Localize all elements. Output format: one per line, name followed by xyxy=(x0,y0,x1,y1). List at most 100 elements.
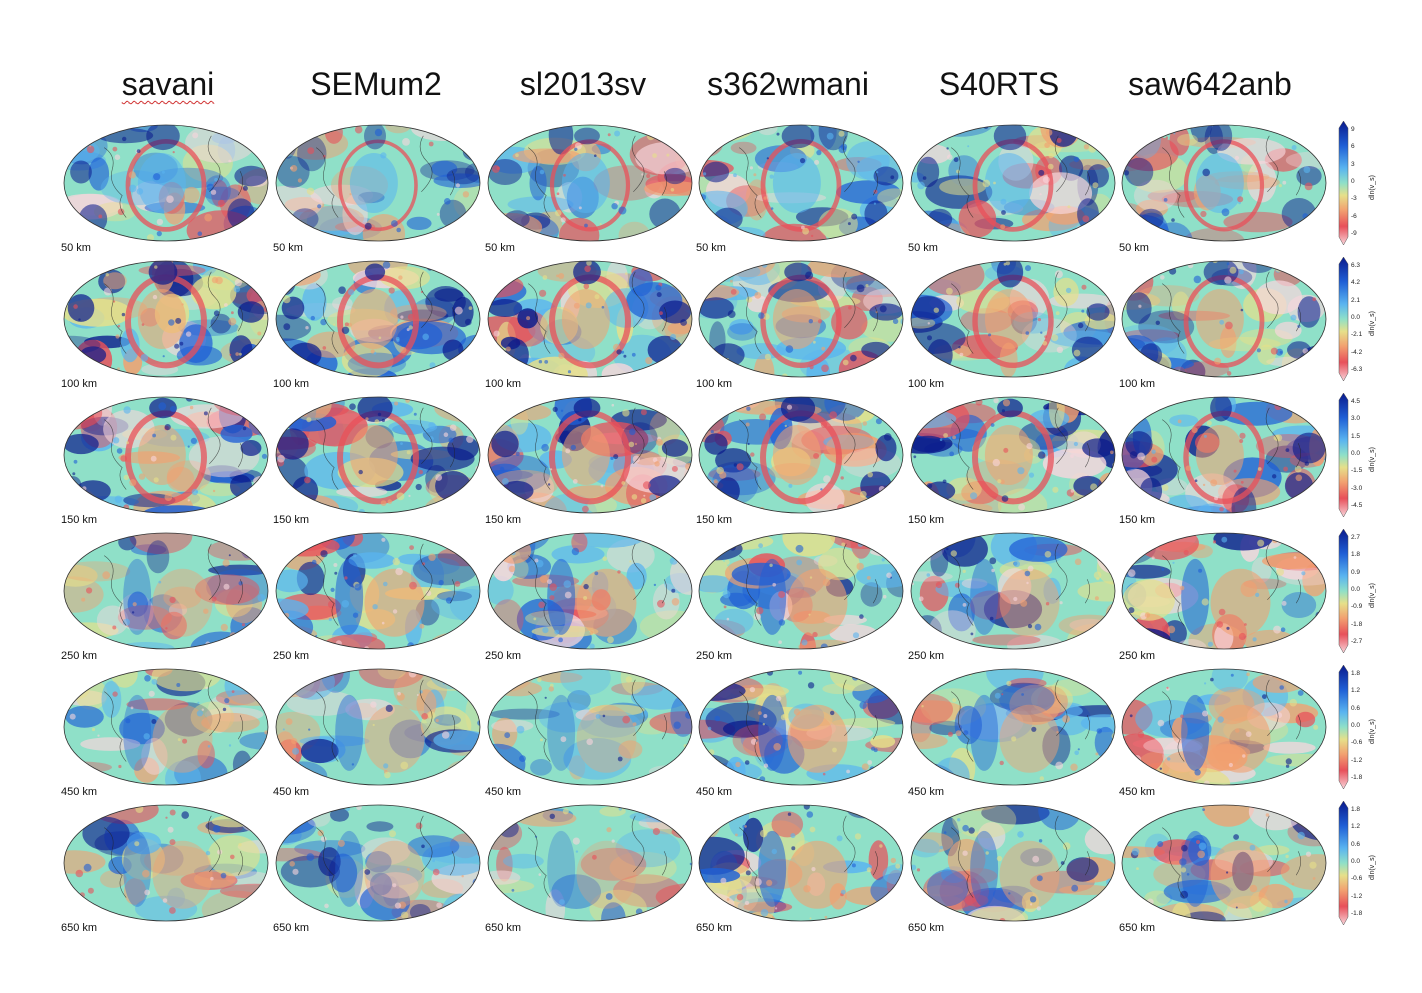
colorbar-tick-label: 0.0 xyxy=(1351,450,1360,457)
colorbar xyxy=(1338,392,1349,518)
depth-label: 450 km xyxy=(273,786,309,798)
depth-label: 50 km xyxy=(696,242,726,254)
map-s362wmani-650km xyxy=(698,804,904,922)
depth-label: 250 km xyxy=(61,650,97,662)
map-s362wmani-150km xyxy=(698,396,904,514)
map-saw642anb-100km xyxy=(1121,260,1327,378)
map-savani-100km xyxy=(63,260,269,378)
colorbar-tick-label: 6 xyxy=(1351,143,1355,150)
colorbar-tick-label: 0.0 xyxy=(1351,586,1360,593)
map-savani-50km xyxy=(63,124,269,242)
colorbar-tick-label: -1.8 xyxy=(1351,621,1362,628)
colorbar-tick-label: 0.6 xyxy=(1351,705,1360,712)
depth-label: 150 km xyxy=(1119,514,1155,526)
colorbar-tick-label: 6.3 xyxy=(1351,262,1360,269)
depth-label: 150 km xyxy=(61,514,97,526)
map-saw642anb-150km xyxy=(1121,396,1327,514)
colorbar-tick-label: -0.6 xyxy=(1351,739,1362,746)
colorbar-tick-label: -1.5 xyxy=(1351,467,1362,474)
colorbar-tick-label: -4.2 xyxy=(1351,349,1362,356)
depth-label: 250 km xyxy=(1119,650,1155,662)
map-semum2-450km xyxy=(275,668,481,786)
map-sl2013sv-100km xyxy=(487,260,693,378)
depth-label: 650 km xyxy=(485,922,521,934)
colorbar-tick-label: 0.0 xyxy=(1351,858,1360,865)
colorbar-title: dln(v_s) xyxy=(1369,855,1376,880)
colorbar-tick-label: 3.0 xyxy=(1351,415,1360,422)
colorbar-title: dln(v_s) xyxy=(1369,719,1376,744)
map-sl2013sv-650km xyxy=(487,804,693,922)
depth-label: 450 km xyxy=(485,786,521,798)
map-semum2-100km xyxy=(275,260,481,378)
depth-label: 650 km xyxy=(61,922,97,934)
colorbar-tick-label: 3 xyxy=(1351,161,1355,168)
colorbar-tick-label: -0.9 xyxy=(1351,603,1362,610)
map-s40rts-650km xyxy=(910,804,1116,922)
depth-label: 250 km xyxy=(485,650,521,662)
colorbar-tick-label: -2.7 xyxy=(1351,638,1362,645)
depth-label: 100 km xyxy=(61,378,97,390)
colorbar-tick-label: 1.5 xyxy=(1351,433,1360,440)
depth-label: 100 km xyxy=(908,378,944,390)
colorbar xyxy=(1338,528,1349,654)
depth-label: 50 km xyxy=(61,242,91,254)
colorbar-tick-label: -6.3 xyxy=(1351,366,1362,373)
colorbar-tick-label: 1.2 xyxy=(1351,823,1360,830)
colorbar-tick-label: -3.0 xyxy=(1351,485,1362,492)
colorbar xyxy=(1338,800,1349,926)
map-semum2-50km xyxy=(275,124,481,242)
map-s362wmani-250km xyxy=(698,532,904,650)
map-sl2013sv-50km xyxy=(487,124,693,242)
colorbar-tick-label: -2.1 xyxy=(1351,331,1362,338)
map-sl2013sv-450km xyxy=(487,668,693,786)
depth-label: 100 km xyxy=(696,378,732,390)
map-s40rts-250km xyxy=(910,532,1116,650)
colorbar-tick-label: -1.2 xyxy=(1351,893,1362,900)
map-saw642anb-250km xyxy=(1121,532,1327,650)
map-s40rts-50km xyxy=(910,124,1116,242)
model-title-sl2013sv: sl2013sv xyxy=(520,66,646,103)
map-savani-650km xyxy=(63,804,269,922)
depth-label: 100 km xyxy=(485,378,521,390)
depth-label: 250 km xyxy=(273,650,309,662)
map-s362wmani-50km xyxy=(698,124,904,242)
colorbar-tick-label: 2.1 xyxy=(1351,297,1360,304)
map-sl2013sv-250km xyxy=(487,532,693,650)
depth-label: 50 km xyxy=(908,242,938,254)
colorbar-title: dln(v_s) xyxy=(1369,175,1376,200)
colorbar xyxy=(1338,256,1349,382)
colorbar-title: dln(v_s) xyxy=(1369,311,1376,336)
depth-label: 250 km xyxy=(696,650,732,662)
model-title-semum2: SEMum2 xyxy=(310,66,442,103)
colorbar-tick-label: -9 xyxy=(1351,230,1357,237)
map-saw642anb-450km xyxy=(1121,668,1327,786)
depth-label: 450 km xyxy=(1119,786,1155,798)
depth-label: 650 km xyxy=(696,922,732,934)
colorbar-title: dln(v_s) xyxy=(1369,583,1376,608)
map-savani-450km xyxy=(63,668,269,786)
map-s40rts-450km xyxy=(910,668,1116,786)
colorbar-tick-label: 1.2 xyxy=(1351,687,1360,694)
depth-label: 150 km xyxy=(485,514,521,526)
colorbar-tick-label: 4.2 xyxy=(1351,279,1360,286)
map-savani-250km xyxy=(63,532,269,650)
depth-label: 650 km xyxy=(273,922,309,934)
map-semum2-150km xyxy=(275,396,481,514)
colorbar-tick-label: -6 xyxy=(1351,213,1357,220)
colorbar-tick-label: -1.8 xyxy=(1351,774,1362,781)
colorbar-tick-label: 4.5 xyxy=(1351,398,1360,405)
colorbar xyxy=(1338,664,1349,790)
colorbar-tick-label: 1.8 xyxy=(1351,551,1360,558)
colorbar xyxy=(1338,120,1349,246)
model-title-saw642anb: saw642anb xyxy=(1128,66,1292,103)
depth-label: 150 km xyxy=(696,514,732,526)
depth-label: 650 km xyxy=(908,922,944,934)
colorbar-tick-label: 1.8 xyxy=(1351,806,1360,813)
colorbar-tick-label: -1.8 xyxy=(1351,910,1362,917)
colorbar-tick-label: 9 xyxy=(1351,126,1355,133)
depth-label: 650 km xyxy=(1119,922,1155,934)
map-saw642anb-650km xyxy=(1121,804,1327,922)
depth-label: 50 km xyxy=(485,242,515,254)
map-s40rts-100km xyxy=(910,260,1116,378)
map-sl2013sv-150km xyxy=(487,396,693,514)
